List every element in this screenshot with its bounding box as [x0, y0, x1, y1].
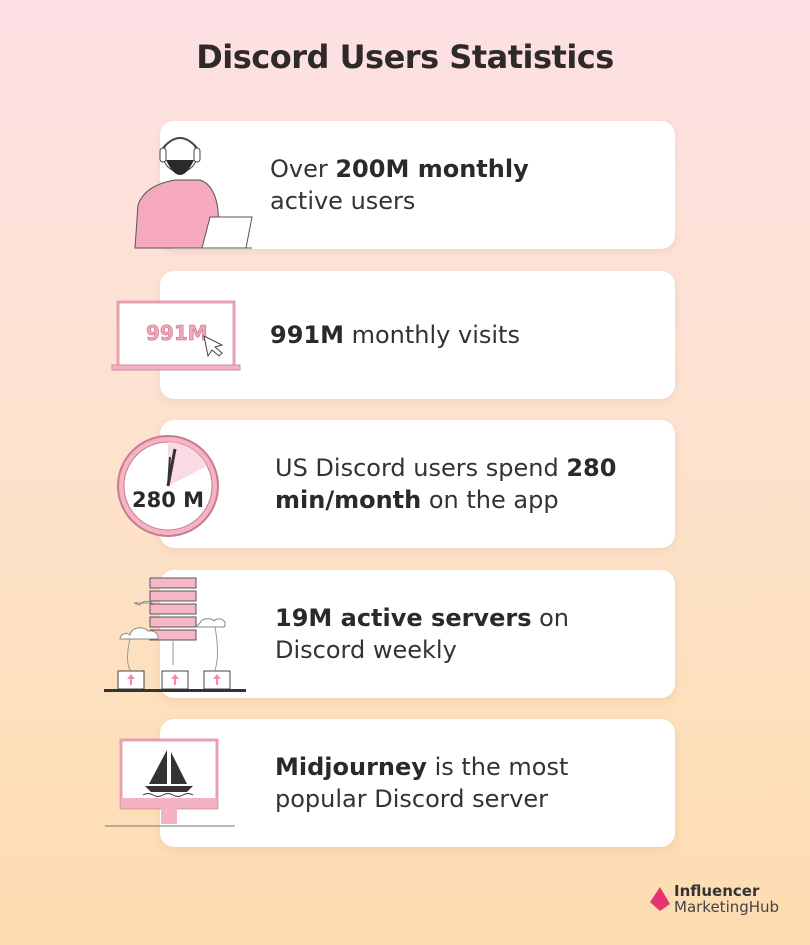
stat-text-segment: US Discord users spend [275, 454, 567, 482]
stat-text-bold: 280 min/month [275, 454, 617, 514]
person-laptop-icon [134, 137, 253, 249]
stat-text: Over 200M monthly active users [270, 153, 570, 217]
clock-icon: 280 M [117, 435, 219, 537]
laptop-cursor-icon: 991M [111, 300, 241, 371]
stat-text: 19M active servers on Discord weekly [275, 602, 595, 666]
stat-text-bold: Midjourney [275, 753, 427, 781]
stat-text-segment: Over [270, 155, 336, 183]
stat-text-segment: monthly visits [343, 321, 520, 349]
stat-text-bold: 991M [270, 321, 344, 349]
stat-text-segment: on Discord weekly [275, 604, 570, 664]
clock-value: 280 M [132, 488, 204, 512]
logo-line2: MarketingHub [674, 898, 780, 916]
stat-text: 991M monthly visits [270, 319, 650, 351]
stat-text-segment: active users [270, 187, 416, 215]
stat-text-bold: 200M monthly [335, 155, 529, 183]
influencer-marketing-hub-logo: Influencer MarketingHub [648, 883, 779, 915]
servers-network-icon [104, 577, 246, 692]
stat-text: US Discord users spend 280 min/month on … [275, 452, 625, 516]
stat-card-time-spent: US Discord users spend 280 min/month on … [160, 420, 675, 548]
stat-text: Midjourney is the most popular Discord s… [275, 751, 595, 815]
stat-text-segment: is the most popular Discord server [275, 753, 569, 813]
stat-card-popular-server: Midjourney is the most popular Discord s… [160, 719, 675, 847]
logo-mark-icon [650, 887, 670, 911]
laptop-screen-value: 991M [146, 321, 208, 345]
page-title: Discord Users Statistics [196, 38, 614, 76]
logo-line1: Influencer [674, 882, 760, 900]
sailboat-monitor-icon [105, 738, 235, 827]
stat-card-active-servers: 19M active servers on Discord weekly [160, 570, 675, 698]
stat-text-bold: 19M active servers [275, 604, 532, 632]
stat-card-monthly-visits: 991M monthly visits [160, 271, 675, 399]
stat-text-segment: on the app [421, 486, 559, 514]
